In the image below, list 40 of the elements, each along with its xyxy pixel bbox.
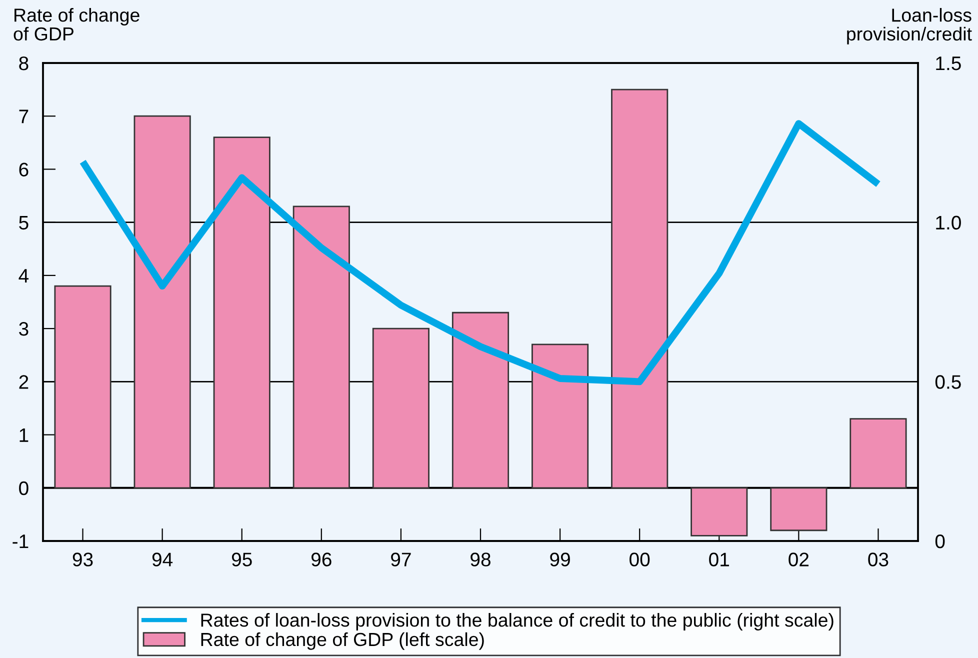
y-tick-label: 5: [19, 216, 28, 230]
bar: [611, 88, 668, 489]
y-tick-label: 2: [19, 375, 28, 389]
bar: [850, 418, 907, 489]
x-tick-label: 03: [868, 552, 888, 566]
x-tick-label: 01: [709, 552, 730, 566]
x-tick-label: 99: [550, 552, 570, 566]
y2-axis-title: Loan-loss provision/credit: [847, 8, 972, 44]
y2-tick-label: 1.5: [936, 56, 961, 70]
bar: [770, 487, 828, 532]
y-axis-title: Rate of change of GDP: [14, 8, 140, 41]
y2-tick-label: 0.5: [935, 375, 961, 389]
bar: [372, 328, 430, 489]
x-tick-label: 95: [232, 552, 252, 566]
legend-label: Rates of loan-loss provision to the balance of credit to the public (right scale): [201, 613, 834, 630]
bar: [54, 285, 112, 489]
bar: [134, 115, 191, 489]
x-tick-label: 94: [152, 552, 173, 566]
bar: [690, 487, 748, 536]
x-tick-label: 98: [470, 552, 490, 566]
bar: [292, 206, 350, 489]
x-tick-label: 96: [312, 552, 332, 566]
y-tick-label: 0: [19, 481, 28, 496]
bar: [213, 136, 270, 489]
y-tick-label: 4: [18, 269, 29, 282]
bar: [532, 344, 589, 489]
x-tick-label: 93: [72, 552, 93, 566]
y-tick-label: 1: [20, 428, 28, 442]
y2-tick-label: 0: [935, 534, 945, 548]
x-tick-label: 97: [391, 552, 411, 566]
x-tick-label: 02: [788, 552, 809, 566]
y-tick-label: -1: [12, 534, 28, 548]
legend-label: Rate of change of GDP (left scale): [201, 632, 484, 650]
x-tick-label: 00: [630, 552, 650, 566]
bar: [452, 312, 510, 489]
y-tick-label: 8: [19, 56, 28, 70]
y-tick-label: 6: [19, 162, 28, 176]
y-tick-label: 3: [19, 322, 28, 336]
y-tick-label: 7: [19, 110, 28, 124]
y2-tick-label: 1.0: [936, 216, 961, 230]
